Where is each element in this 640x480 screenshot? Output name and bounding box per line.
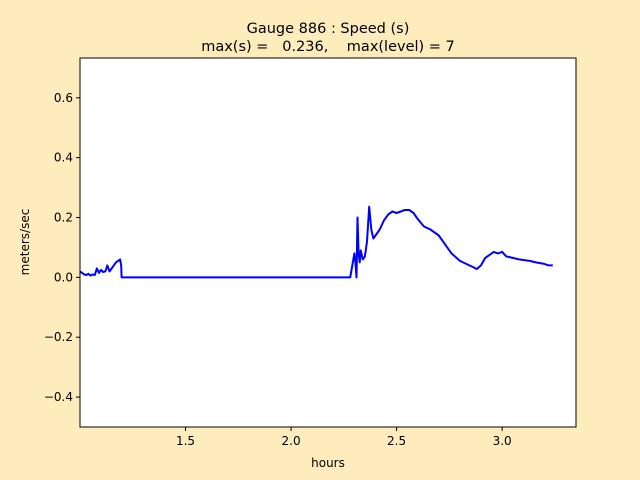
plot-layer <box>79 205 553 279</box>
chart-title-line1: Gauge 886 : Speed (s) <box>247 21 410 37</box>
y-tick-label: −0.4 <box>44 390 73 404</box>
x-tick-label: 3.0 <box>493 434 512 448</box>
y-tick-label: 0.6 <box>54 91 73 105</box>
x-tick-label: 1.5 <box>176 434 195 448</box>
y-tick-label: −0.2 <box>44 330 73 344</box>
speed-series-line <box>79 205 553 279</box>
axes-frame <box>79 57 577 428</box>
x-tick-label: 2.0 <box>282 434 301 448</box>
y-tick-label: 0.0 <box>54 270 73 284</box>
y-tick-label: 0.4 <box>54 151 73 165</box>
chart-title-line2: max(s) = 0.236, max(level) = 7 <box>201 39 455 55</box>
y-axis-label: meters/sec <box>18 209 32 276</box>
x-axis-label: hours <box>311 456 345 470</box>
y-tick-label: 0.2 <box>54 211 73 225</box>
axes-background <box>80 58 576 427</box>
ticks-layer: 1.5 2.0 2.5 3.0 −0.4 −0.2 0.0 0.2 0.4 0.6 <box>44 91 512 448</box>
x-tick-label: 2.5 <box>387 434 406 448</box>
